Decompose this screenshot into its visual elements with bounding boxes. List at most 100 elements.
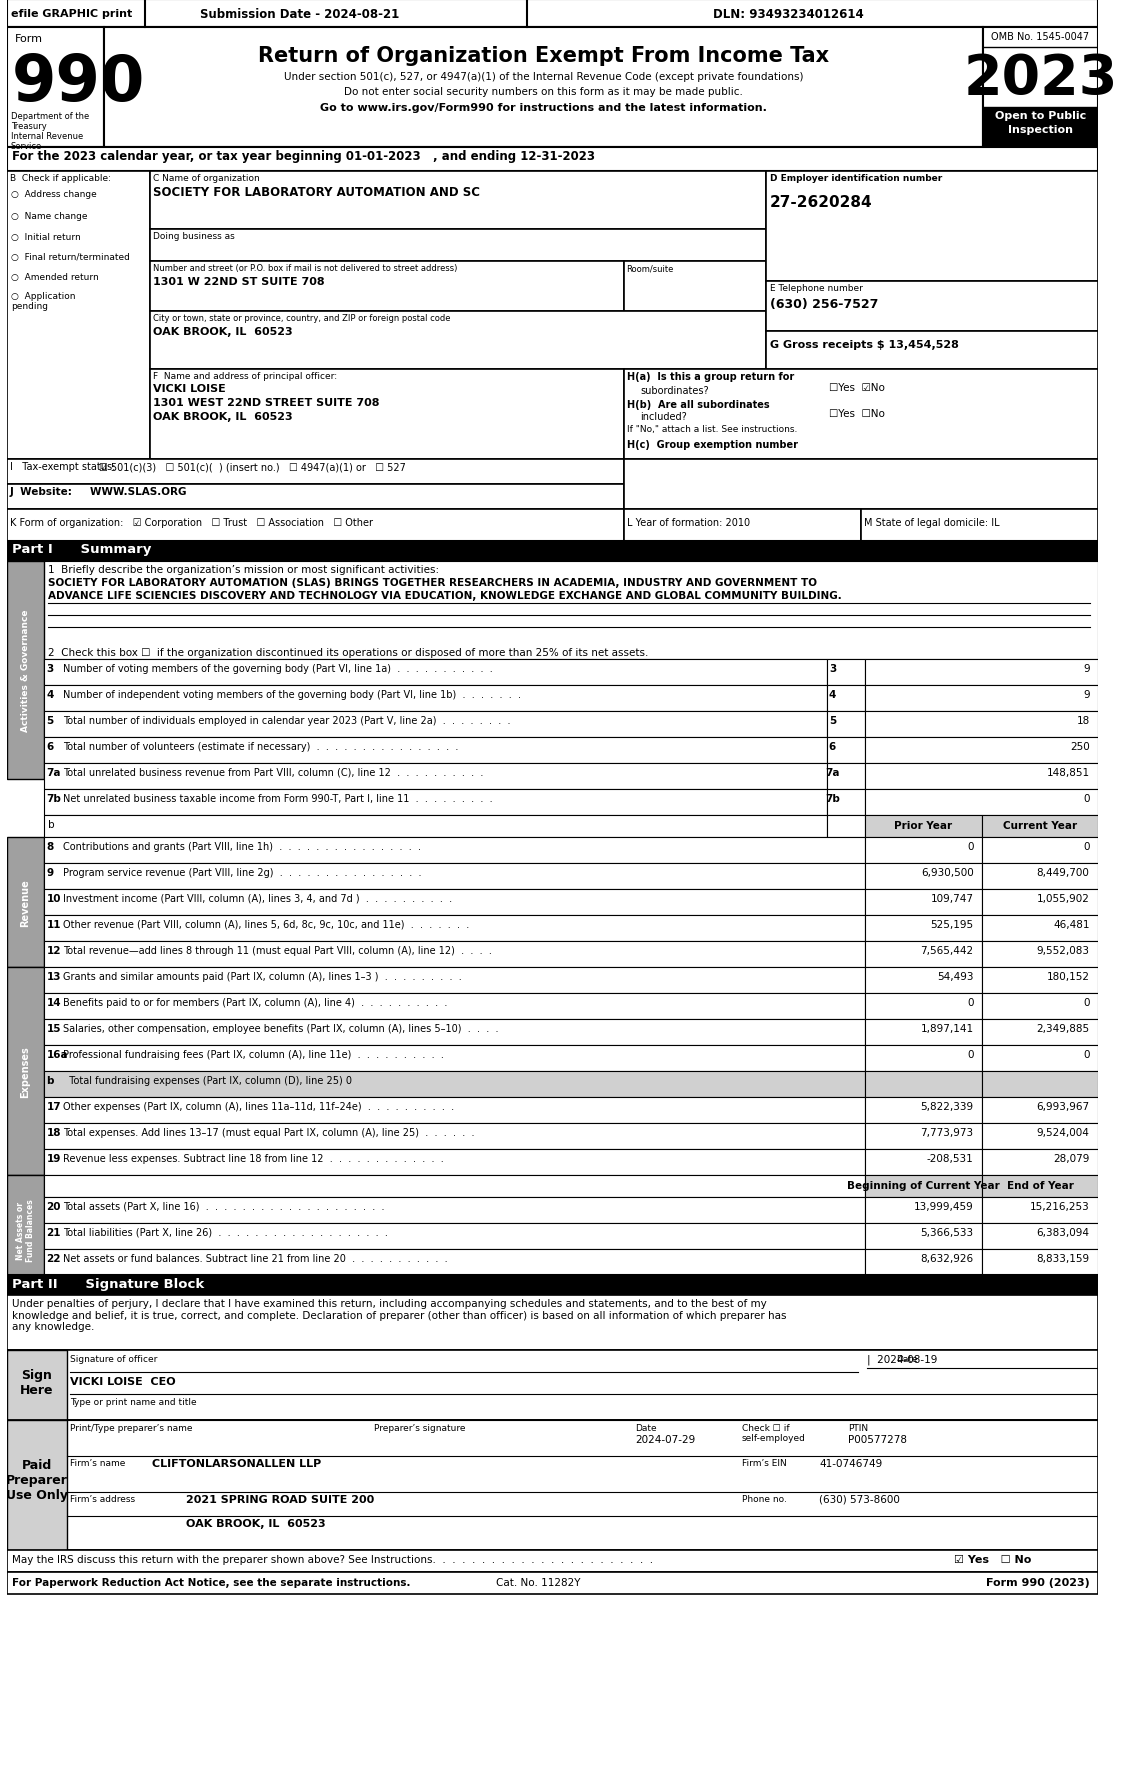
Bar [865, 1222, 982, 1249]
Text: included?: included? [640, 412, 686, 422]
Text: ○  Final return/terminated: ○ Final return/terminated [11, 253, 130, 262]
Text: 3: 3 [46, 663, 54, 674]
Bar [982, 1071, 1099, 1098]
Text: Net Assets or
Fund Balances: Net Assets or Fund Balances [16, 1199, 35, 1262]
Bar [826, 738, 865, 763]
Bar [982, 889, 1099, 916]
Bar [44, 738, 826, 763]
Text: 7b: 7b [825, 793, 840, 804]
Bar [7, 561, 1099, 659]
Bar [7, 1420, 1099, 1550]
Text: 14: 14 [46, 998, 61, 1007]
Text: ☐Yes  ☐No: ☐Yes ☐No [829, 408, 884, 419]
Text: Grants and similar amounts paid (Part IX, column (A), lines 1–3 )  .  .  .  .  .: Grants and similar amounts paid (Part IX… [63, 971, 462, 982]
Bar [982, 916, 1099, 941]
Text: 0: 0 [968, 1050, 973, 1060]
Text: Total number of volunteers (estimate if necessary)  .  .  .  .  .  .  .  .  .  .: Total number of volunteers (estimate if … [63, 741, 458, 752]
Bar [865, 1249, 982, 1276]
Bar [7, 148, 1099, 171]
Bar [44, 1098, 865, 1123]
Text: b: b [47, 820, 54, 830]
Bar [44, 1176, 865, 1198]
Bar [826, 711, 865, 738]
Text: 10: 10 [46, 893, 61, 903]
Text: G Gross receipts $ 13,454,528: G Gross receipts $ 13,454,528 [770, 340, 959, 349]
Text: ADVANCE LIFE SCIENCIES DISCOVERY AND TECHNOLOGY VIA EDUCATION, KNOWLEDGE EXCHANG: ADVANCE LIFE SCIENCIES DISCOVERY AND TEC… [47, 590, 841, 601]
Bar [623, 262, 765, 312]
Bar [982, 968, 1099, 993]
Bar [623, 460, 1099, 510]
Bar [861, 510, 1099, 542]
Text: Under penalties of perjury, I declare that I have examined this return, includin: Under penalties of perjury, I declare th… [11, 1299, 786, 1331]
Text: B  Check if applicable:: B Check if applicable: [10, 175, 111, 184]
Text: 0: 0 [1083, 841, 1089, 852]
Bar [865, 789, 1099, 816]
Bar [865, 1176, 982, 1198]
Bar [865, 763, 1099, 789]
Text: ○  Name change: ○ Name change [11, 212, 87, 221]
Text: Number and street (or P.O. box if mail is not delivered to street address): Number and street (or P.O. box if mail i… [152, 264, 457, 273]
Text: SOCIETY FOR LABORATORY AUTOMATION (SLAS) BRINGS TOGETHER RESEARCHERS IN ACADEMIA: SOCIETY FOR LABORATORY AUTOMATION (SLAS)… [47, 577, 816, 588]
Text: Type or print name and title: Type or print name and title [70, 1397, 196, 1406]
Bar [865, 816, 982, 838]
Text: Total fundraising expenses (Part IX, column (D), line 25) 0: Total fundraising expenses (Part IX, col… [63, 1075, 352, 1085]
Text: L Year of formation: 2010: L Year of formation: 2010 [627, 519, 750, 527]
Text: Prior Year: Prior Year [894, 820, 953, 830]
Bar [7, 838, 44, 968]
Text: Under section 501(c), 527, or 4947(a)(1) of the Internal Revenue Code (except pr: Under section 501(c), 527, or 4947(a)(1)… [283, 71, 803, 82]
Bar [44, 789, 826, 816]
Text: 11: 11 [46, 920, 61, 930]
Bar [982, 864, 1099, 889]
Text: Total expenses. Add lines 13–17 (must equal Part IX, column (A), line 25)  .  . : Total expenses. Add lines 13–17 (must eq… [63, 1128, 474, 1137]
Bar [104, 29, 983, 148]
Text: City or town, state or province, country, and ZIP or foreign postal code: City or town, state or province, country… [152, 314, 450, 323]
Text: 18: 18 [1076, 716, 1089, 725]
Bar [7, 561, 44, 779]
Bar [765, 331, 1099, 371]
Text: 990: 990 [11, 52, 146, 114]
Bar [44, 968, 865, 993]
Text: Firm’s name: Firm’s name [70, 1458, 125, 1467]
Text: 0: 0 [968, 998, 973, 1007]
Text: M State of legal domicile: IL: M State of legal domicile: IL [865, 519, 1000, 527]
Bar [865, 1149, 982, 1176]
Text: 20: 20 [46, 1201, 61, 1212]
Bar [7, 29, 104, 148]
Bar [44, 1019, 865, 1046]
Bar [982, 993, 1099, 1019]
Text: 13,999,459: 13,999,459 [913, 1201, 973, 1212]
Bar [865, 659, 1099, 686]
Text: D Employer identification number: D Employer identification number [770, 175, 942, 184]
Bar [982, 838, 1099, 864]
Text: 1,897,141: 1,897,141 [920, 1023, 973, 1034]
Bar [44, 1046, 865, 1071]
Text: C Name of organization: C Name of organization [152, 175, 260, 184]
Bar [44, 1123, 865, 1149]
Text: (630) 256-7527: (630) 256-7527 [770, 298, 878, 310]
Bar [982, 1176, 1099, 1198]
Text: Investment income (Part VIII, column (A), lines 3, 4, and 7d )  .  .  .  .  .  .: Investment income (Part VIII, column (A)… [63, 893, 453, 903]
Bar [623, 371, 1099, 460]
Text: Submission Date - 2024-08-21: Submission Date - 2024-08-21 [200, 7, 400, 20]
Text: Do not enter social security numbers on this form as it may be made public.: Do not enter social security numbers on … [344, 87, 743, 96]
Text: ☑ Yes   ☐ No: ☑ Yes ☐ No [954, 1554, 1032, 1565]
Text: Activities & Governance: Activities & Governance [20, 609, 29, 732]
Text: 2023: 2023 [963, 52, 1118, 105]
Text: 7a: 7a [825, 768, 840, 777]
Text: subordinates?: subordinates? [640, 385, 709, 396]
Text: Net assets or fund balances. Subtract line 21 from line 20  .  .  .  .  .  .  . : Net assets or fund balances. Subtract li… [63, 1253, 448, 1263]
Bar [623, 510, 861, 542]
Text: H(c)  Group exemption number: H(c) Group exemption number [627, 440, 797, 449]
Bar [7, 510, 623, 542]
Text: Revenue less expenses. Subtract line 18 from line 12  .  .  .  .  .  .  .  .  . : Revenue less expenses. Subtract line 18 … [63, 1153, 444, 1164]
Text: 8: 8 [46, 841, 54, 852]
Text: Internal Revenue: Internal Revenue [11, 132, 84, 141]
Text: 12: 12 [46, 946, 61, 955]
Bar [7, 1351, 67, 1420]
Bar [865, 968, 982, 993]
Text: VICKI LOISE: VICKI LOISE [152, 383, 226, 394]
Bar [44, 1149, 865, 1176]
Text: OAK BROOK, IL  60523: OAK BROOK, IL 60523 [152, 326, 292, 337]
Bar [865, 993, 982, 1019]
Bar [44, 1071, 865, 1098]
